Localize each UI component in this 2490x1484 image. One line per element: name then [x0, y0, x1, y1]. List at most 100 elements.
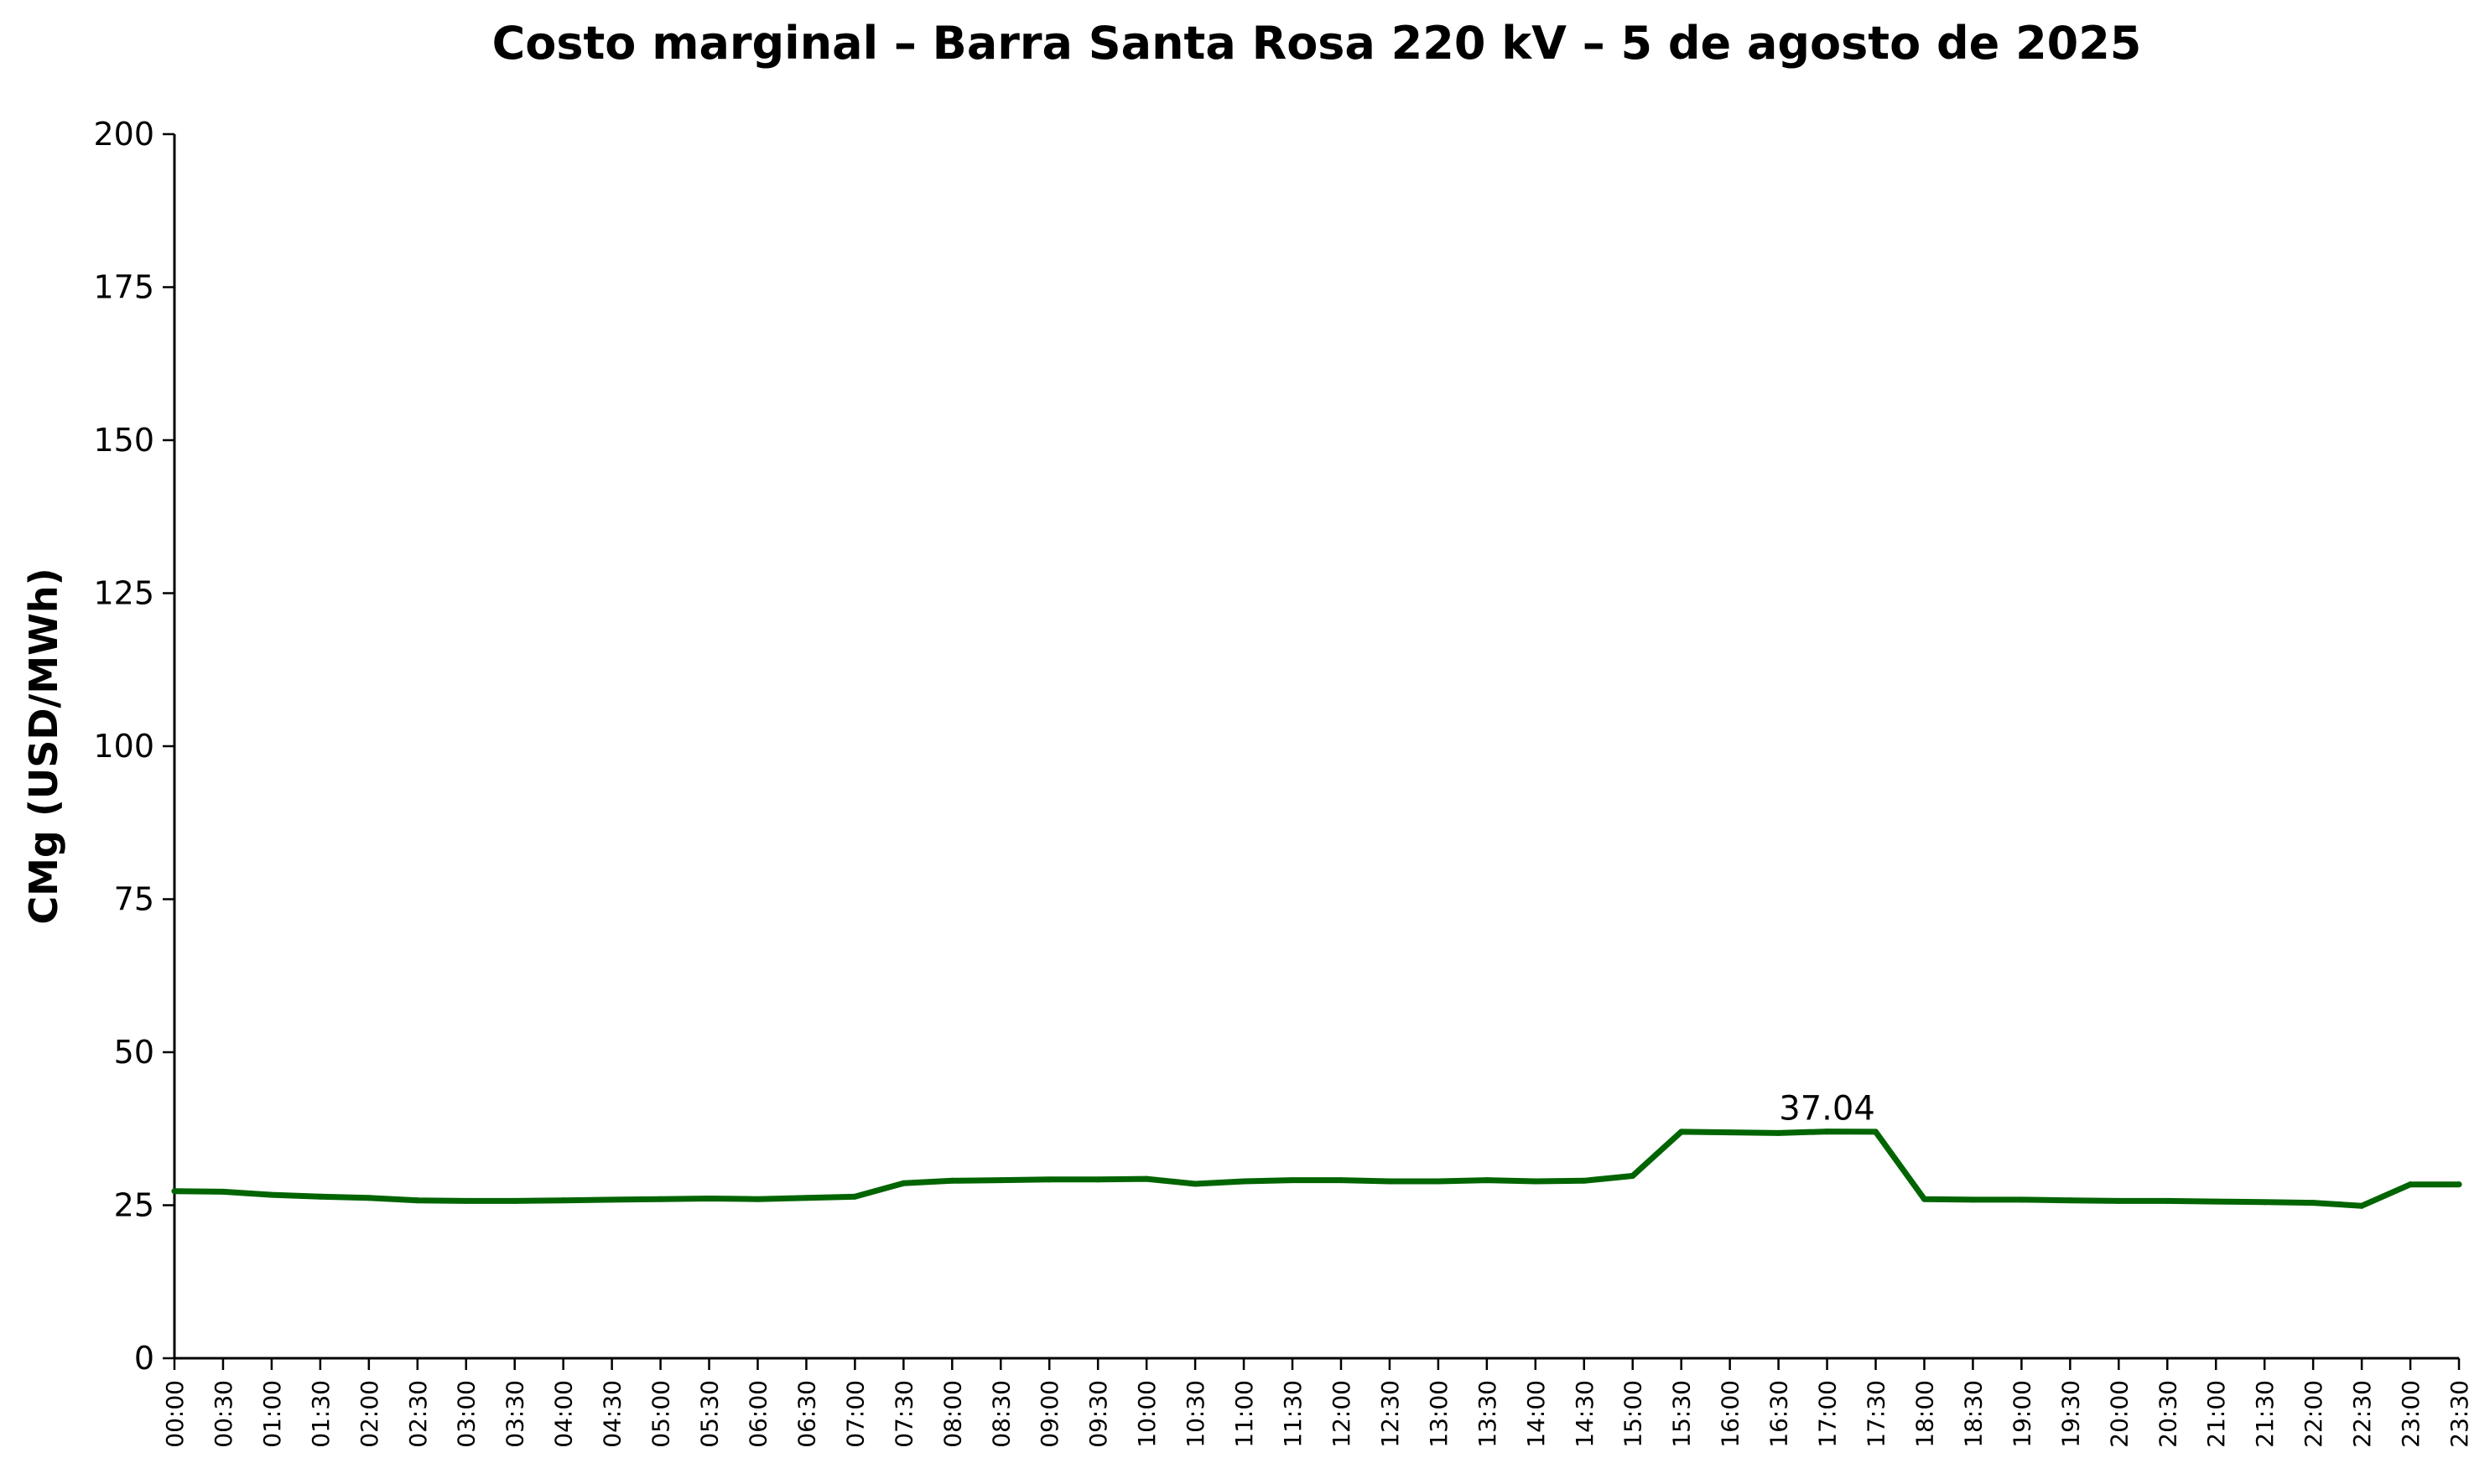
data-point — [1581, 1177, 1588, 1184]
x-tick-label: 12:30 — [1376, 1380, 1404, 1448]
data-point — [2310, 1200, 2316, 1206]
x-tick-label: 01:30 — [307, 1380, 335, 1448]
x-tick-label: 18:30 — [1959, 1380, 1987, 1448]
data-point — [997, 1177, 1004, 1184]
x-tick-label: 13:00 — [1425, 1380, 1453, 1448]
x-tick-label: 14:30 — [1571, 1380, 1598, 1448]
data-point — [1921, 1196, 1927, 1202]
y-tick-label: 75 — [114, 881, 154, 918]
annotation-layer: 37.04 — [1779, 1090, 1875, 1129]
y-tick-label: 25 — [114, 1187, 154, 1224]
y-tick-label: 50 — [114, 1034, 154, 1071]
x-tick-label: 06:30 — [793, 1380, 820, 1448]
x-tick-label: 03:30 — [502, 1380, 529, 1448]
data-point — [1824, 1129, 1831, 1135]
data-point — [1240, 1178, 1247, 1185]
data-point — [1873, 1129, 1879, 1135]
x-tick-label: 07:30 — [890, 1380, 918, 1448]
data-point — [1969, 1196, 1976, 1203]
data-point — [2261, 1199, 2268, 1206]
x-tick-label: 20:00 — [2105, 1380, 2133, 1448]
data-point — [1192, 1180, 1198, 1187]
x-tick-label: 10:00 — [1133, 1380, 1161, 1448]
x-tick-label: 05:30 — [696, 1380, 724, 1448]
data-point — [1435, 1178, 1442, 1185]
data-point — [171, 1188, 178, 1195]
data-point — [1338, 1177, 1344, 1184]
x-tick-label: 07:00 — [841, 1380, 869, 1448]
max-value-label: 37.04 — [1779, 1090, 1875, 1129]
x-tick-label: 04:00 — [550, 1380, 578, 1448]
y-tick-label: 0 — [134, 1340, 154, 1377]
x-tick-label: 09:00 — [1036, 1380, 1063, 1448]
x-tick-label: 04:30 — [599, 1380, 626, 1448]
series-line — [171, 1129, 2462, 1209]
x-tick-label: 01:00 — [258, 1380, 286, 1448]
data-point — [220, 1188, 226, 1195]
data-point — [2066, 1197, 2073, 1204]
data-point — [268, 1191, 275, 1198]
data-point — [706, 1195, 713, 1201]
data-point — [658, 1196, 664, 1202]
y-tick-label: 125 — [93, 575, 154, 612]
x-tick-label: 11:30 — [1279, 1380, 1307, 1448]
x-tick-label: 17:00 — [1814, 1380, 1842, 1448]
x-tick-label: 17:30 — [1863, 1380, 1890, 1448]
x-tick-label: 00:30 — [210, 1380, 237, 1448]
data-point — [1775, 1129, 1782, 1136]
x-tick-label: 08:30 — [987, 1380, 1015, 1448]
x-tick-label: 11:00 — [1230, 1380, 1258, 1448]
data-point — [900, 1180, 907, 1186]
data-point — [1727, 1129, 1734, 1136]
data-point — [1289, 1177, 1296, 1184]
data-point — [366, 1195, 372, 1201]
data-point — [949, 1177, 955, 1184]
data-point — [609, 1196, 616, 1203]
data-point — [512, 1197, 518, 1204]
x-tick-label: 21:00 — [2202, 1380, 2230, 1448]
data-point — [2358, 1202, 2365, 1209]
y-axis-ticks: 0 25 50 75 100 125 150 175 200 — [93, 116, 174, 1377]
data-point — [1484, 1177, 1490, 1184]
x-tick-label: 20:30 — [2154, 1380, 2181, 1448]
x-tick-label: 10:30 — [1182, 1380, 1209, 1448]
data-point — [317, 1193, 324, 1200]
x-tick-label: 14:00 — [1522, 1380, 1550, 1448]
data-point — [414, 1197, 421, 1204]
x-tick-label: 16:00 — [1717, 1380, 1744, 1448]
x-axis-ticks: 00:00 00:30 01:00 01:30 02:00 02:30 03:00 03:30… — [161, 1358, 2473, 1448]
y-tick-label: 100 — [93, 728, 154, 765]
y-tick-label: 175 — [93, 269, 154, 306]
x-tick-label: 19:30 — [2056, 1380, 2084, 1448]
data-point — [1094, 1176, 1101, 1183]
x-tick-label: 15:30 — [1668, 1380, 1696, 1448]
data-point — [1046, 1176, 1053, 1183]
x-tick-label: 23:30 — [2446, 1380, 2473, 1448]
series-layer — [171, 1129, 2462, 1209]
x-tick-label: 05:00 — [647, 1380, 675, 1448]
data-point — [2164, 1197, 2170, 1204]
data-point — [463, 1197, 470, 1204]
data-point — [1143, 1175, 1150, 1182]
chart-title: Costo marginal – Barra Santa Rosa 220 kV… — [492, 17, 2142, 70]
x-tick-label: 06:00 — [744, 1380, 772, 1448]
x-tick-label: 09:30 — [1084, 1380, 1112, 1448]
data-point — [560, 1197, 567, 1204]
data-point — [754, 1196, 761, 1202]
x-tick-label: 12:00 — [1328, 1380, 1355, 1448]
x-tick-label: 08:00 — [938, 1380, 966, 1448]
x-tick-label: 22:00 — [2300, 1380, 2327, 1448]
data-point — [2115, 1197, 2122, 1204]
x-tick-label: 22:30 — [2348, 1380, 2376, 1448]
data-point — [1630, 1172, 1636, 1179]
x-tick-label: 02:30 — [404, 1380, 432, 1448]
data-point — [1386, 1178, 1393, 1185]
data-point — [2212, 1198, 2219, 1205]
x-tick-label: 15:00 — [1619, 1380, 1647, 1448]
x-tick-label: 16:30 — [1765, 1380, 1793, 1448]
y-tick-label: 200 — [93, 116, 154, 153]
y-tick-label: 150 — [93, 422, 154, 459]
y-axis-label: CMg (USD/MWh) — [21, 568, 66, 924]
data-point — [1678, 1129, 1685, 1135]
